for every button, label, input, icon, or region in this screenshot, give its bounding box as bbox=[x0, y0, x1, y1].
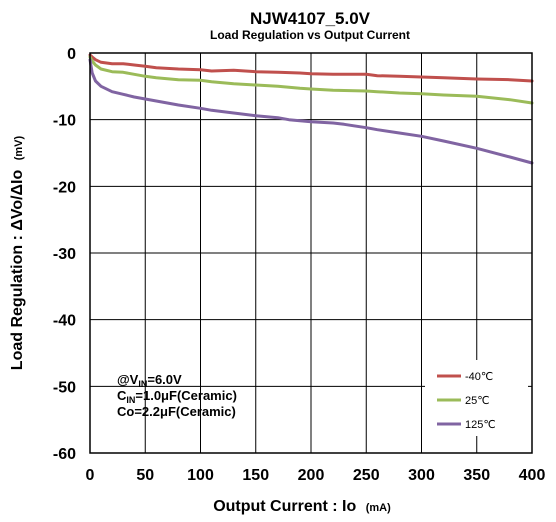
condition-annotation: @VIN=6.0V CIN=1.0μF(Ceramic) Co=2.2μF(Ce… bbox=[117, 372, 237, 419]
y-tick-label: -10 bbox=[53, 113, 76, 130]
y-tick-label: -20 bbox=[53, 179, 76, 196]
x-tick-label: 200 bbox=[298, 467, 325, 484]
x-tick-label: 350 bbox=[463, 467, 490, 484]
series-lines bbox=[88, 53, 534, 165]
y-tick-label: -60 bbox=[53, 446, 76, 463]
x-tick-label: 150 bbox=[242, 467, 269, 484]
x-tick-label: 250 bbox=[353, 467, 380, 484]
y-axis-label-unit: (mV) bbox=[13, 135, 25, 160]
plot-frame bbox=[89, 52, 533, 454]
legend-label: 125℃ bbox=[465, 419, 496, 431]
y-axis-label: Load Regulation : ΔVo/ΔIo (mV) bbox=[9, 135, 26, 370]
y-axis-label-text: Load Regulation : ΔVo/ΔIo bbox=[9, 169, 26, 370]
chart-title: NJW4107_5.0V bbox=[250, 9, 371, 28]
series-line-1 bbox=[88, 55, 534, 105]
annotation-vin-value: =6.0V bbox=[147, 372, 182, 387]
tick-labels: 0 50 100 150 200 250 300 350 400 0 -10 -20 -30 -40 -50… bbox=[53, 46, 546, 484]
legend-label: 25℃ bbox=[465, 395, 490, 407]
annotation-vin-sub: IN bbox=[138, 379, 147, 389]
y-tick-label: 0 bbox=[67, 46, 76, 63]
series-line-2 bbox=[88, 58, 534, 165]
annotation-cin: CIN=1.0μF(Ceramic) bbox=[117, 388, 237, 405]
annotation-cin-prefix: C bbox=[117, 388, 127, 403]
x-axis-label-text: Output Current : Io bbox=[213, 498, 356, 515]
annotation-vin-prefix: @V bbox=[117, 372, 139, 387]
annotation-co: Co=2.2μF(Ceramic) bbox=[117, 404, 236, 419]
x-tick-label: 400 bbox=[519, 467, 546, 484]
x-tick-label: 50 bbox=[136, 467, 154, 484]
annotation-cin-value: =1.0μF(Ceramic) bbox=[135, 388, 237, 403]
chart-subtitle: Load Regulation vs Output Current bbox=[210, 28, 410, 42]
y-tick-label: -40 bbox=[53, 313, 76, 330]
legend-label: -40℃ bbox=[465, 371, 493, 383]
annotation-cin-sub: IN bbox=[126, 395, 135, 405]
x-tick-label: 0 bbox=[86, 467, 95, 484]
y-tick-label: -50 bbox=[53, 379, 76, 396]
x-axis-label: Output Current : Io (mA) bbox=[213, 498, 391, 515]
x-tick-label: 100 bbox=[187, 467, 214, 484]
x-tick-label: 300 bbox=[408, 467, 435, 484]
annotation-vin: @VIN=6.0V bbox=[117, 372, 182, 389]
legend: -40℃ 25℃ 125℃ bbox=[425, 360, 528, 436]
y-tick-label: -30 bbox=[53, 246, 76, 263]
x-axis-label-unit: (mA) bbox=[366, 502, 391, 514]
series-line-0 bbox=[88, 53, 534, 83]
grid-lines bbox=[90, 53, 532, 453]
